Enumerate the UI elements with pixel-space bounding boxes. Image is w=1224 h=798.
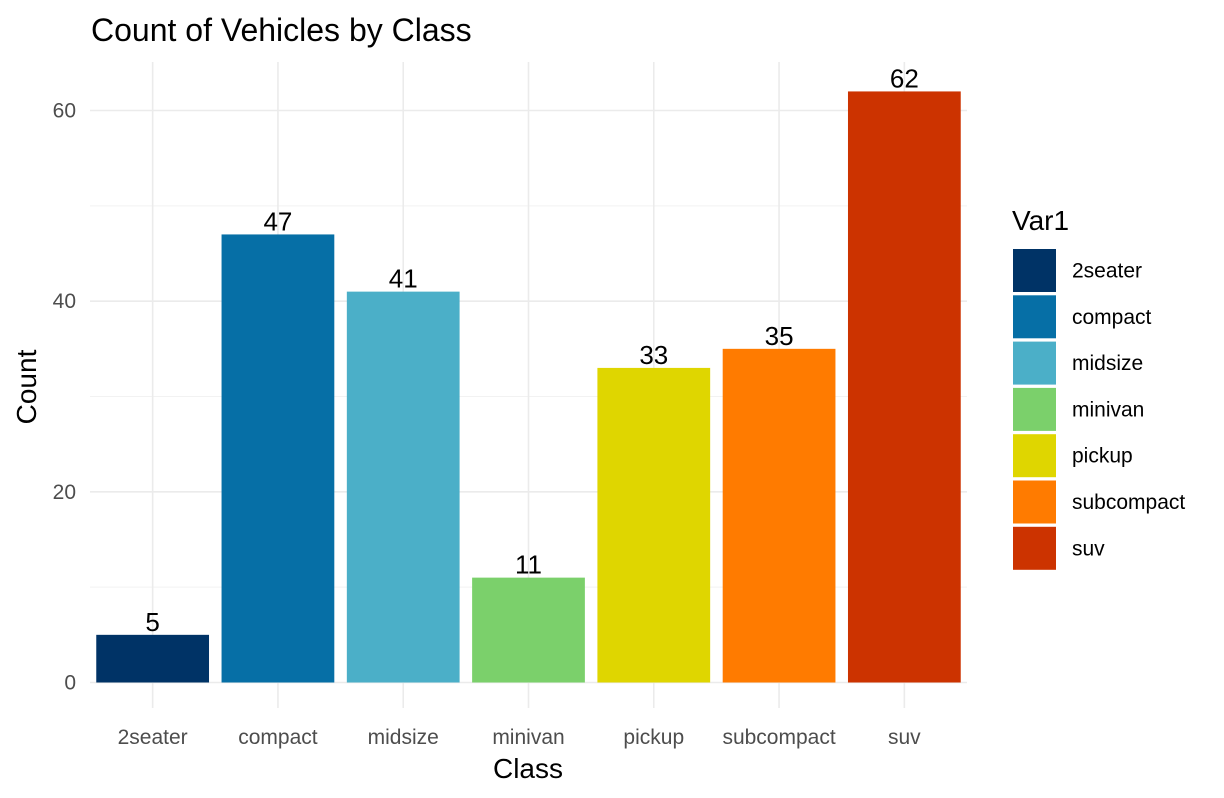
legend-key-compact (1013, 295, 1056, 339)
y-tick-label: 60 (53, 100, 76, 123)
y-tick-label: 0 (64, 672, 76, 695)
bar-2seater (96, 634, 210, 683)
y-tick-label: 20 (53, 481, 76, 504)
bar-pickup (597, 367, 711, 683)
bar-compact (221, 234, 335, 683)
x-tick-label: pickup (623, 726, 684, 749)
legend-items: 2seater compact midsize minivan pickup subcom… (1013, 249, 1185, 570)
data-label-compact: 47 (263, 206, 292, 236)
chart-title: Count of Vehicles by Class (91, 12, 472, 48)
y-tick-label: 40 (53, 290, 76, 313)
legend-key-2seater (1013, 249, 1056, 292)
legend-label-pickup: pickup (1072, 445, 1133, 468)
bar-minivan (472, 577, 585, 683)
bars (96, 91, 961, 683)
x-tick-label: 2seater (118, 726, 188, 749)
legend-key-suv (1013, 526, 1056, 570)
bar-suv (847, 91, 961, 683)
x-tick-label: midsize (368, 726, 439, 749)
legend-label-subcompact: subcompact (1072, 491, 1185, 514)
data-labels: 5 47 41 11 33 35 62 (145, 63, 918, 636)
legend-label-2seater: 2seater (1072, 260, 1142, 283)
y-axis-ticks: 0 20 40 60 (53, 100, 76, 695)
x-axis-title: Class (493, 753, 563, 784)
x-tick-label: suv (888, 726, 921, 749)
bar-subcompact (722, 348, 836, 683)
x-tick-label: compact (238, 726, 318, 749)
x-tick-label: subcompact (722, 726, 835, 749)
data-label-midsize: 41 (389, 264, 418, 294)
y-axis-title: Count (11, 349, 42, 424)
x-axis-ticks: 2seater compact midsize minivan pickup subcom… (118, 726, 922, 749)
legend: Var1 2seater compact midsize minivan pickup s… (1012, 205, 1185, 570)
data-label-suv: 62 (890, 63, 919, 93)
data-label-2seater: 5 (145, 607, 159, 637)
legend-label-minivan: minivan (1072, 398, 1144, 421)
legend-key-minivan (1013, 387, 1056, 431)
legend-key-midsize (1013, 341, 1056, 385)
x-tick-label: minivan (492, 726, 564, 749)
data-label-pickup: 33 (639, 340, 668, 370)
legend-label-suv: suv (1072, 537, 1105, 560)
legend-label-midsize: midsize (1072, 352, 1143, 375)
legend-label-compact: compact (1072, 306, 1152, 329)
legend-title: Var1 (1012, 205, 1069, 236)
legend-key-subcompact (1013, 480, 1056, 524)
bar-midsize (346, 291, 460, 683)
data-label-subcompact: 35 (765, 321, 794, 351)
legend-key-pickup (1013, 434, 1056, 478)
data-label-minivan: 11 (515, 550, 542, 580)
